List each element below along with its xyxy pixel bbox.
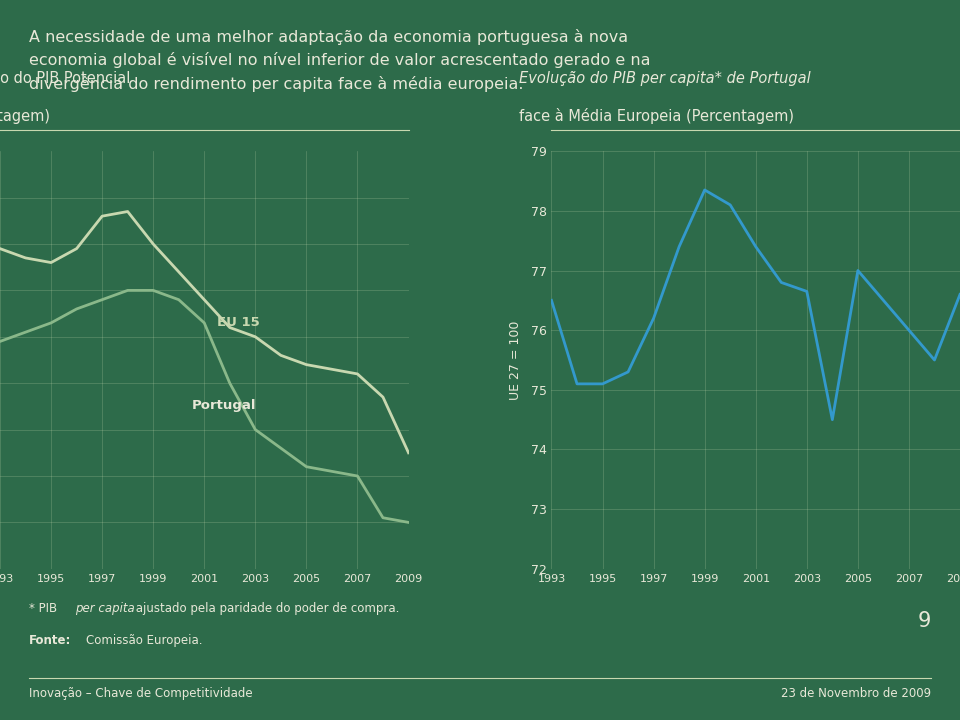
Text: EU 15: EU 15 <box>217 315 260 328</box>
Text: face à Média Europeia (Percentagem): face à Média Europeia (Percentagem) <box>518 108 794 124</box>
Text: 9: 9 <box>918 611 931 631</box>
Text: 23 de Novembro de 2009: 23 de Novembro de 2009 <box>781 687 931 700</box>
Text: Fonte:: Fonte: <box>29 634 71 647</box>
Text: A necessidade de uma melhor adaptação da economia portuguesa à nova
economia glo: A necessidade de uma melhor adaptação da… <box>29 29 650 92</box>
Text: * PIB: * PIB <box>29 602 60 615</box>
Text: (Percentagem): (Percentagem) <box>0 109 51 124</box>
Text: Evolução do PIB Potencial: Evolução do PIB Potencial <box>0 71 131 86</box>
Text: Inovação – Chave de Competitividade: Inovação – Chave de Competitividade <box>29 687 252 700</box>
Text: ajustado pela paridade do poder de compra.: ajustado pela paridade do poder de compr… <box>132 602 400 615</box>
Text: Portugal: Portugal <box>191 399 256 412</box>
Text: Evolução do PIB per capita* de Portugal: Evolução do PIB per capita* de Portugal <box>518 71 810 86</box>
Text: per capita: per capita <box>75 602 134 615</box>
Text: Comissão Europeia.: Comissão Europeia. <box>86 634 203 647</box>
Y-axis label: UE 27 = 100: UE 27 = 100 <box>510 320 522 400</box>
